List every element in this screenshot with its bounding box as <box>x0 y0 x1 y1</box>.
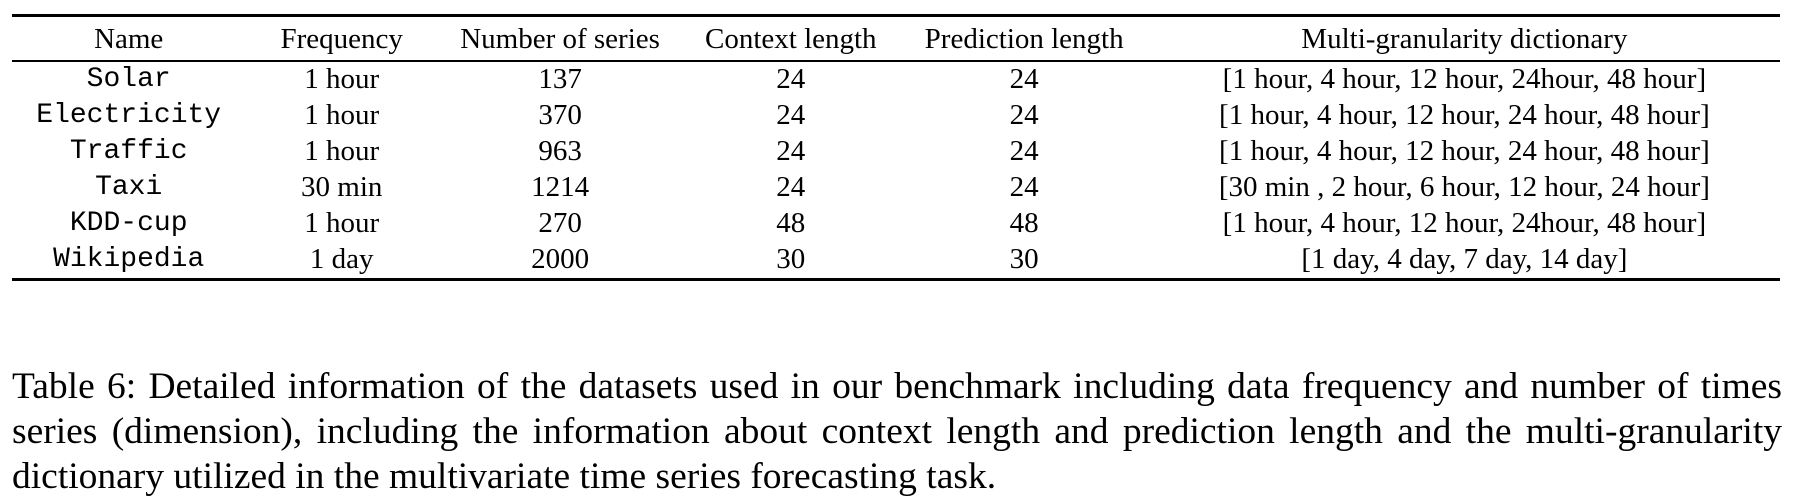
cell-frequency: 30 min <box>301 171 383 203</box>
cell-series: 963 <box>538 135 582 167</box>
header-number-of-series: Number of series <box>460 23 660 55</box>
cell-context: 24 <box>776 135 806 167</box>
table-caption: Table 6: Detailed information of the dat… <box>12 365 1782 497</box>
cell-name: Wikipedia <box>53 243 205 275</box>
cell-series: 2000 <box>531 243 590 275</box>
cell-dictionary: [1 hour, 4 hour, 12 hour, 24 hour, 48 ho… <box>1219 135 1710 167</box>
table-header-row: Name Frequency Number of series Context … <box>12 15 1780 61</box>
cell-dictionary: [30 min , 2 hour, 6 hour, 12 hour, 24 ho… <box>1218 171 1710 203</box>
cell-series: 1214 <box>531 171 590 203</box>
cell-dictionary: [1 hour, 4 hour, 12 hour, 24hour, 48 hou… <box>1222 207 1707 239</box>
header-context-length: Context length <box>704 23 877 55</box>
header-frequency: Frequency <box>280 23 403 55</box>
cell-prediction: 30 <box>1009 243 1039 275</box>
cell-frequency: 1 hour <box>304 135 380 167</box>
cell-context: 30 <box>776 243 806 275</box>
cell-prediction: 24 <box>1009 171 1039 203</box>
cell-frequency: 1 hour <box>304 207 380 239</box>
header-prediction-length: Prediction length <box>924 23 1124 55</box>
cell-prediction: 24 <box>1009 135 1039 167</box>
cell-frequency: 1 hour <box>304 63 380 95</box>
cell-dictionary: [1 day, 4 day, 7 day, 14 day] <box>1301 243 1628 275</box>
cell-frequency: 1 hour <box>304 99 380 131</box>
cell-name: Taxi <box>95 171 163 203</box>
table-row: Solar 1 hour 137 24 24 [1 hour, 4 hour, … <box>12 61 1780 98</box>
cell-context: 24 <box>776 171 806 203</box>
table-row: Electricity 1 hour 370 24 24 [1 hour, 4 … <box>12 98 1780 134</box>
cell-context: 24 <box>776 63 806 95</box>
header-name: Name <box>94 23 164 55</box>
table-row: Wikipedia 1 day 2000 30 30 [1 day, 4 day… <box>12 242 1780 280</box>
cell-name: Solar <box>86 63 171 95</box>
cell-prediction: 24 <box>1009 63 1039 95</box>
cell-series: 137 <box>538 63 582 95</box>
cell-context: 48 <box>776 207 806 239</box>
table-row: Taxi 30 min 1214 24 24 [30 min , 2 hour,… <box>12 170 1780 206</box>
cell-name: KDD-cup <box>69 207 188 239</box>
cell-frequency: 1 day <box>309 243 374 275</box>
cell-series: 270 <box>538 207 582 239</box>
datasets-table: Name Frequency Number of series Context … <box>12 14 1780 281</box>
datasets-table-container: Name Frequency Number of series Context … <box>12 14 1780 281</box>
cell-dictionary: [1 hour, 4 hour, 12 hour, 24hour, 48 hou… <box>1222 63 1707 95</box>
cell-context: 24 <box>776 99 806 131</box>
cell-name: Electricity <box>36 99 222 131</box>
cell-dictionary: [1 hour, 4 hour, 12 hour, 24 hour, 48 ho… <box>1219 99 1710 131</box>
cell-series: 370 <box>538 99 582 131</box>
table-row: KDD-cup 1 hour 270 48 48 [1 hour, 4 hour… <box>12 206 1780 242</box>
cell-prediction: 48 <box>1009 207 1039 239</box>
cell-name: Traffic <box>69 135 188 167</box>
cell-prediction: 24 <box>1009 99 1039 131</box>
table-row: Traffic 1 hour 963 24 24 [1 hour, 4 hour… <box>12 134 1780 170</box>
header-dictionary: Multi-granularity dictionary <box>1301 23 1628 55</box>
